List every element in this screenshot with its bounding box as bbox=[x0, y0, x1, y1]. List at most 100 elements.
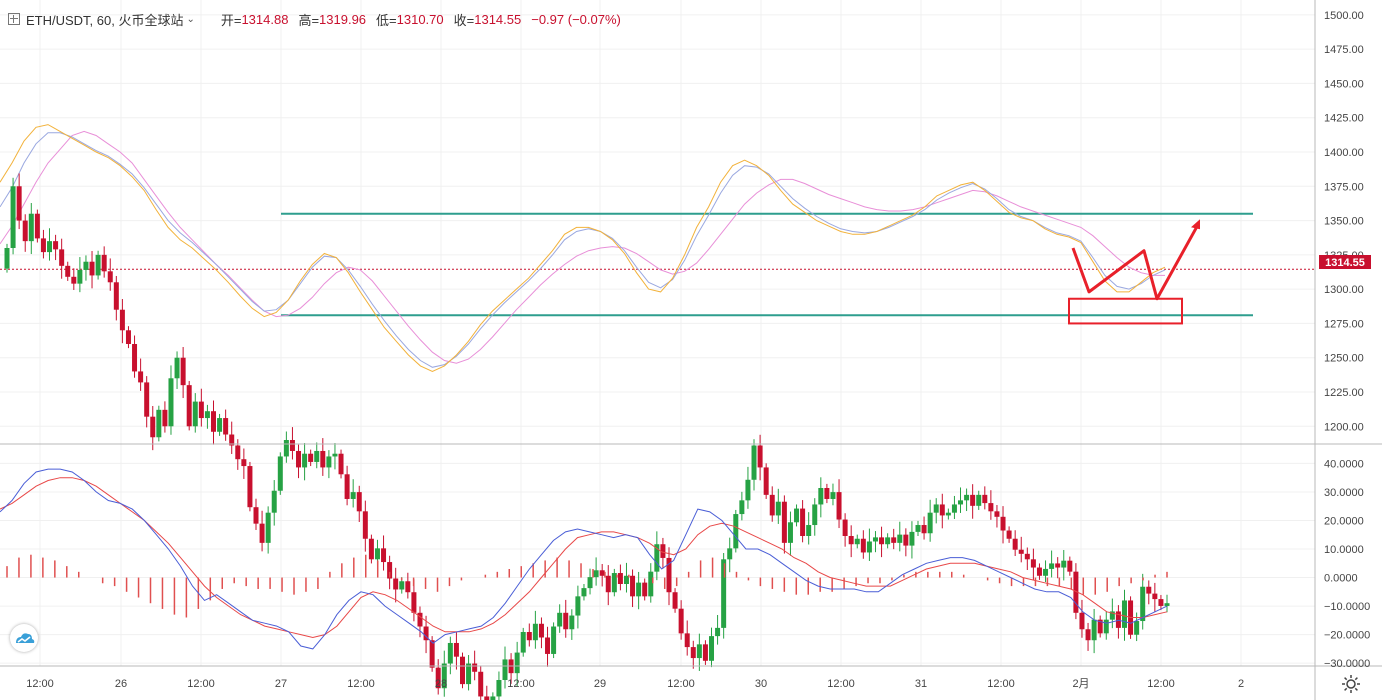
candle-body bbox=[472, 663, 478, 672]
candle-body bbox=[308, 453, 314, 462]
candle-body bbox=[532, 623, 538, 641]
candle-body bbox=[1121, 600, 1127, 628]
time-tick-label: 12:00 bbox=[667, 678, 695, 690]
candle-body bbox=[812, 504, 818, 526]
candle-body bbox=[951, 504, 957, 513]
candle-body bbox=[751, 445, 757, 480]
candle-body bbox=[976, 494, 982, 506]
candle-body bbox=[1146, 586, 1152, 594]
candle-body bbox=[702, 644, 708, 661]
candle-body bbox=[830, 492, 836, 499]
candle-body bbox=[186, 385, 192, 427]
candle-body bbox=[1006, 530, 1012, 539]
time-tick-label: 27 bbox=[275, 678, 287, 690]
candle-body bbox=[447, 642, 453, 664]
candle-body bbox=[405, 581, 411, 593]
candle-body bbox=[939, 504, 945, 516]
candle-body bbox=[490, 696, 496, 700]
candle-body bbox=[259, 523, 265, 543]
candle-body bbox=[1085, 629, 1091, 641]
price-tick-label: 1425.00 bbox=[1324, 113, 1364, 125]
candle-body bbox=[854, 538, 860, 545]
candle-body bbox=[229, 434, 235, 446]
price-tick-label: 1500.00 bbox=[1324, 10, 1364, 22]
ma-fast-line bbox=[0, 124, 1166, 372]
candle-body bbox=[1097, 619, 1103, 634]
support-resistance-lines bbox=[0, 212, 1315, 317]
trend-annotations bbox=[1068, 219, 1200, 325]
cloud-logo-icon[interactable] bbox=[10, 624, 38, 652]
candle-body bbox=[1061, 560, 1067, 568]
candle-body bbox=[599, 570, 605, 576]
candle-body bbox=[818, 488, 824, 505]
moving-average-lines bbox=[0, 124, 1166, 372]
candle-body bbox=[350, 492, 356, 499]
high-label: 高= bbox=[298, 12, 320, 28]
candle-body bbox=[1079, 612, 1085, 630]
candle-body bbox=[156, 409, 162, 438]
time-tick-label: 30 bbox=[755, 678, 767, 690]
ma-mid-line bbox=[0, 132, 1166, 368]
expand-icon[interactable] bbox=[8, 13, 20, 25]
candle-body bbox=[569, 615, 575, 630]
chevron-down-icon[interactable]: ⌄ bbox=[186, 13, 195, 25]
symbol-title[interactable]: ETH/USDT, 60, 火币全球站 bbox=[26, 12, 184, 28]
high-value: 1319.96 bbox=[319, 11, 367, 27]
price-tick-label: 1275.00 bbox=[1324, 318, 1364, 330]
price-tick-label: 1300.00 bbox=[1324, 284, 1364, 296]
price-tick-label: 1475.00 bbox=[1324, 44, 1364, 56]
candle-body bbox=[921, 525, 927, 534]
time-tick-label: 31 bbox=[915, 678, 927, 690]
candle-body bbox=[77, 269, 83, 284]
candle-body bbox=[885, 537, 891, 545]
macd-tick-label: 0.0000 bbox=[1324, 573, 1358, 585]
price-tick-label: 1350.00 bbox=[1324, 216, 1364, 228]
candle-body bbox=[326, 456, 332, 468]
candle-body bbox=[563, 612, 569, 630]
candle-body bbox=[344, 474, 350, 499]
candle-body bbox=[630, 575, 636, 597]
candle-body bbox=[441, 663, 447, 689]
candle-body bbox=[119, 309, 125, 331]
candle-body bbox=[107, 271, 113, 283]
candle-body bbox=[636, 582, 642, 597]
candle-body bbox=[496, 680, 502, 697]
time-tick-label: 12:00 bbox=[347, 678, 375, 690]
low-value: 1310.70 bbox=[396, 11, 444, 27]
candle-body bbox=[466, 663, 472, 685]
price-tag-box bbox=[1319, 255, 1371, 269]
zigzag-arrow bbox=[1071, 223, 1200, 301]
candle-body bbox=[89, 261, 95, 276]
candle-body bbox=[739, 500, 745, 515]
candle-body bbox=[10, 186, 16, 248]
ma-slow-line bbox=[0, 130, 1165, 364]
gear-icon[interactable] bbox=[1340, 673, 1362, 695]
candle-body bbox=[277, 456, 283, 491]
candle-body bbox=[775, 501, 781, 516]
time-tick-label: 12:00 bbox=[827, 678, 855, 690]
candle-body bbox=[4, 248, 10, 269]
candle-body bbox=[800, 508, 806, 536]
candle-body bbox=[484, 696, 490, 700]
price-tick-label: 1200.00 bbox=[1324, 421, 1364, 433]
candle-body bbox=[897, 534, 903, 543]
candle-body bbox=[289, 440, 295, 451]
time-tick-label: 26 bbox=[115, 678, 127, 690]
macd-tick-label: −10.0000 bbox=[1324, 601, 1370, 613]
candle-body bbox=[1164, 603, 1170, 606]
candle-body bbox=[204, 411, 210, 419]
candle-body bbox=[192, 401, 198, 427]
candle-body bbox=[538, 623, 544, 638]
candle-body bbox=[283, 440, 289, 457]
candle-body bbox=[933, 504, 939, 513]
candle-body bbox=[1067, 560, 1073, 572]
candle-body bbox=[302, 453, 308, 468]
candlestick-series bbox=[4, 173, 1170, 700]
candle-body bbox=[1049, 563, 1055, 569]
candle-body bbox=[47, 241, 53, 253]
candle-body bbox=[696, 644, 702, 659]
candle-body bbox=[575, 596, 581, 616]
candle-body bbox=[769, 494, 775, 516]
